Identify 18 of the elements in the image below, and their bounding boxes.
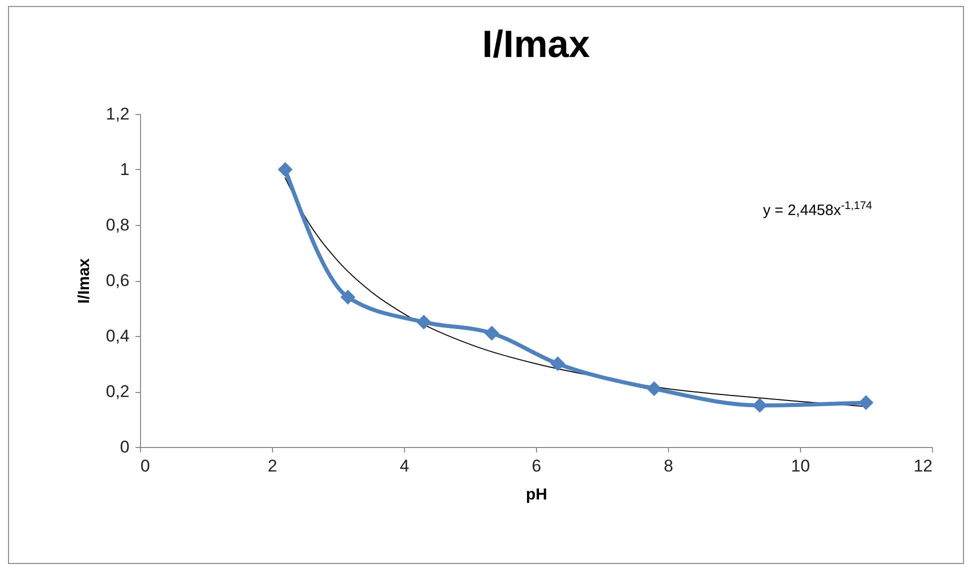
chart-title: I/Imax [482,24,590,66]
y-tick-label: 0,2 [106,382,130,401]
x-tick-label: 10 [791,456,810,476]
y-tick-label: 0 [120,438,130,456]
x-tick-label: 2 [268,456,278,476]
x-axis-title: pH [526,486,548,504]
x-tick-label: 8 [664,456,674,476]
y-tick-label: 0,8 [106,216,130,234]
y-tick-label: 0,4 [106,326,130,346]
y-tick-label: 1,2 [106,104,130,124]
y-axis-title: I/Imax [76,258,93,304]
x-tick-label: 4 [400,456,410,476]
x-tick-label: 0 [140,456,150,476]
x-tick-label: 6 [532,456,542,476]
x-tick-label: 12 [914,456,932,476]
y-tick-label: 1 [120,160,130,179]
annotation: y = 2,4458x$^{-1,174}$ [763,200,872,219]
y-tick-label: 0,6 [106,271,130,290]
